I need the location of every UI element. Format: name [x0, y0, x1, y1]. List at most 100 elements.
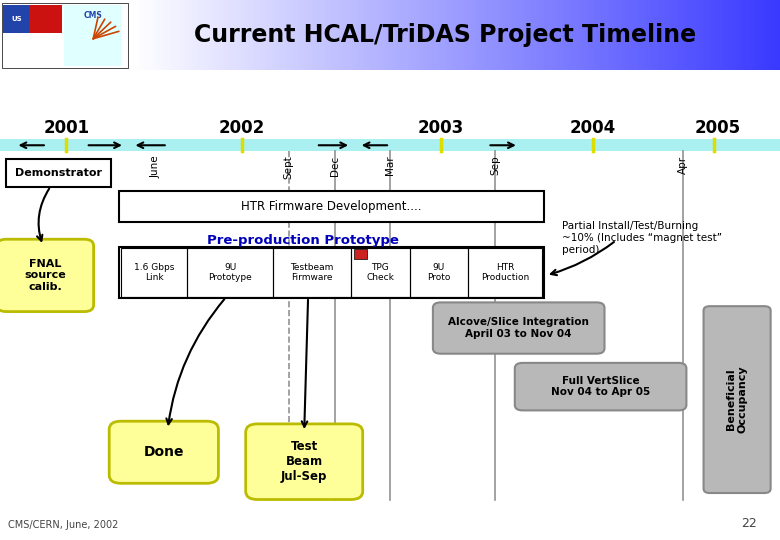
Bar: [518, 0, 521, 70]
Bar: [739, 0, 742, 70]
Bar: [296, 0, 299, 70]
Bar: [265, 0, 268, 70]
Bar: [423, 0, 426, 70]
Bar: [190, 0, 193, 70]
Text: TPG
Check: TPG Check: [367, 263, 394, 282]
Bar: [654, 0, 658, 70]
Bar: [213, 0, 216, 70]
Bar: [615, 0, 619, 70]
Bar: [2, 3, 128, 68]
Bar: [375, 0, 378, 70]
Text: Sep: Sep: [491, 156, 500, 175]
Bar: [393, 0, 395, 70]
Bar: [536, 0, 538, 70]
FancyBboxPatch shape: [0, 239, 94, 312]
Bar: [289, 0, 292, 70]
Bar: [200, 0, 204, 70]
Bar: [553, 0, 556, 70]
Bar: [492, 0, 495, 70]
Bar: [341, 0, 344, 70]
Bar: [64, 5, 122, 66]
Bar: [509, 0, 512, 70]
Bar: [157, 0, 160, 70]
Bar: [568, 0, 571, 70]
Bar: [354, 249, 367, 259]
Bar: [661, 0, 664, 70]
Text: FNAL
source
calib.: FNAL source calib.: [24, 259, 66, 292]
Bar: [514, 0, 517, 70]
Bar: [198, 0, 201, 70]
Bar: [269, 0, 272, 70]
Bar: [631, 0, 633, 70]
Bar: [378, 0, 381, 70]
Bar: [498, 0, 502, 70]
Bar: [676, 0, 679, 70]
Bar: [464, 0, 467, 70]
Bar: [642, 0, 644, 70]
Bar: [159, 0, 162, 70]
Bar: [179, 0, 182, 70]
Bar: [414, 0, 417, 70]
Bar: [746, 0, 748, 70]
Bar: [508, 0, 510, 70]
Bar: [598, 0, 601, 70]
Bar: [395, 0, 398, 70]
Bar: [579, 0, 582, 70]
Bar: [771, 0, 775, 70]
Bar: [313, 0, 316, 70]
Bar: [648, 0, 651, 70]
Bar: [480, 0, 482, 70]
Bar: [268, 0, 270, 70]
Text: Done: Done: [144, 446, 184, 459]
Bar: [285, 0, 288, 70]
Text: CMS/CERN, June, 2002: CMS/CERN, June, 2002: [8, 520, 119, 530]
Text: June: June: [151, 156, 161, 178]
Bar: [388, 0, 392, 70]
Bar: [564, 0, 566, 70]
Bar: [351, 248, 410, 297]
Bar: [698, 0, 700, 70]
Bar: [148, 0, 151, 70]
Bar: [229, 0, 232, 70]
Bar: [505, 0, 509, 70]
Bar: [559, 0, 562, 70]
Bar: [575, 0, 577, 70]
Bar: [241, 0, 244, 70]
Bar: [371, 0, 374, 70]
Bar: [691, 0, 694, 70]
Bar: [222, 0, 225, 70]
Bar: [399, 0, 402, 70]
Bar: [635, 0, 638, 70]
Bar: [302, 0, 305, 70]
Bar: [758, 0, 761, 70]
Bar: [573, 0, 576, 70]
Bar: [231, 0, 233, 70]
Bar: [679, 0, 681, 70]
Bar: [488, 0, 491, 70]
Text: 2004: 2004: [569, 119, 616, 137]
Bar: [613, 0, 616, 70]
Bar: [291, 0, 294, 70]
Bar: [607, 0, 610, 70]
Bar: [307, 0, 309, 70]
Bar: [243, 0, 246, 70]
Bar: [685, 0, 688, 70]
Bar: [254, 0, 257, 70]
Bar: [403, 0, 406, 70]
Bar: [211, 0, 214, 70]
Bar: [172, 0, 175, 70]
Bar: [352, 0, 355, 70]
Bar: [495, 0, 498, 70]
Bar: [365, 0, 367, 70]
Bar: [640, 0, 643, 70]
Bar: [165, 0, 168, 70]
Text: 2003: 2003: [417, 119, 464, 137]
Text: Beneficial
Occupancy: Beneficial Occupancy: [726, 366, 748, 434]
Bar: [347, 0, 350, 70]
Bar: [576, 0, 580, 70]
Bar: [719, 0, 722, 70]
Bar: [665, 0, 668, 70]
Bar: [687, 0, 690, 70]
Text: Testbeam
Firmware: Testbeam Firmware: [290, 263, 334, 282]
FancyBboxPatch shape: [704, 306, 771, 493]
